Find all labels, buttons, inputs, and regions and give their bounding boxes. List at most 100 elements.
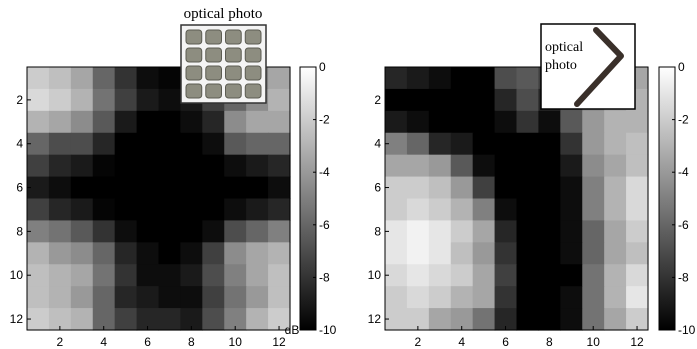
heatmap-cell — [450, 264, 474, 287]
heatmap-cell — [516, 198, 540, 222]
heatmap-cell — [224, 286, 247, 309]
heatmap-cell — [385, 308, 408, 331]
heatmap-cell — [538, 198, 561, 222]
inset-grid-square — [205, 47, 222, 63]
x-tick-label: 10 — [587, 335, 601, 349]
inset-grid-square — [225, 83, 242, 99]
heatmap-cell — [70, 67, 94, 90]
heatmap-cell — [385, 67, 408, 90]
heatmap-cell — [538, 264, 561, 287]
heatmap-cell — [27, 132, 50, 156]
heatmap-cell — [180, 198, 203, 222]
heatmap-panel-left: 2 4 6 8 10 12 2 4 6 8 10 12 0 -2 -4 -6 -8 -10 dB optical ph… — [10, 6, 337, 349]
heatmap-cell — [406, 176, 430, 200]
heatmap-cell — [560, 132, 583, 156]
heatmap-cell — [626, 110, 649, 134]
inset-photo: optical photo — [540, 23, 636, 110]
x-tick-label: 2 — [415, 335, 422, 349]
colorbar-tick-label: 0 — [319, 60, 326, 74]
heatmap-cell — [246, 110, 269, 134]
heatmap-cell — [494, 286, 518, 309]
inset-grid-square — [205, 83, 222, 99]
heatmap-cell — [158, 176, 182, 200]
heatmap-cell — [516, 308, 540, 331]
heatmap-cell — [268, 154, 291, 178]
y-tick-label: 2 — [16, 93, 23, 107]
heatmap-cell — [114, 198, 138, 222]
heatmap-cell — [48, 286, 72, 309]
x-tick-label: 12 — [272, 335, 286, 349]
heatmap-cell — [27, 264, 50, 287]
heatmap-cell — [406, 132, 430, 156]
heatmap-cell — [626, 264, 649, 287]
heatmap-cell — [158, 198, 182, 222]
heatmap-cell — [114, 154, 138, 178]
inset-grid-square — [244, 47, 262, 63]
heatmap-cell — [180, 132, 203, 156]
heatmap-cell — [158, 154, 182, 178]
heatmap-cell — [494, 220, 518, 243]
heatmap-cell — [70, 198, 94, 222]
heatmap-cell — [92, 242, 116, 265]
heatmap-cell — [582, 132, 605, 156]
heatmap-cell — [428, 220, 452, 243]
inset-grid-square — [185, 29, 203, 45]
heatmap-cell — [494, 110, 518, 134]
heatmap-cell — [158, 88, 182, 112]
heatmap-cell — [472, 132, 496, 156]
heatmap-cell — [538, 308, 561, 331]
heatmap-cell — [472, 220, 496, 243]
heatmap-cell — [246, 154, 269, 178]
heatmap-cell — [268, 88, 291, 112]
inset-grid-square — [205, 29, 222, 45]
x-tick-label: 6 — [144, 335, 151, 349]
colorbar-tick-label: 0 — [678, 60, 685, 74]
x-tick-label: 8 — [546, 335, 553, 349]
heatmap-cell — [538, 154, 561, 178]
inset-label: photo — [545, 58, 577, 73]
x-tick-label: 6 — [502, 335, 509, 349]
heatmap-cells — [27, 67, 291, 331]
heatmap-cell — [268, 242, 291, 265]
heatmap-cell — [180, 220, 203, 243]
heatmap-cell — [450, 176, 474, 200]
heatmap-cell — [246, 286, 269, 309]
heatmap-cell — [582, 242, 605, 265]
plot-frame — [26, 66, 291, 331]
heatmap-cell — [450, 220, 474, 243]
heatmap-cell — [70, 220, 94, 243]
heatmap-cell — [450, 132, 474, 156]
heatmap-cell — [538, 242, 561, 265]
heatmap-cell — [538, 176, 561, 200]
heatmap-cell — [516, 154, 540, 178]
heatmap-cell — [472, 88, 496, 112]
heatmap-cell — [27, 67, 50, 90]
heatmap-cell — [268, 176, 291, 200]
heatmap-cell — [582, 264, 605, 287]
heatmap-cell — [582, 308, 605, 331]
y-tick-label: 12 — [10, 312, 24, 326]
heatmap-panel-right: 2 4 6 8 10 12 2 4 6 8 10 12 0 -2 -4 -6 -8 -10 optical photo — [368, 23, 696, 349]
heatmap-cell — [626, 220, 649, 243]
heatmap-cell — [604, 176, 627, 200]
colorbar-tick-label: -2 — [678, 113, 689, 127]
heatmap-cell — [136, 242, 160, 265]
heatmap-cell — [224, 308, 247, 331]
heatmap-cell — [516, 176, 540, 200]
heatmap-cell — [136, 154, 160, 178]
inset-grid-square — [244, 83, 262, 99]
heatmap-cell — [428, 67, 452, 90]
heatmap-cell — [582, 220, 605, 243]
heatmap-cell — [202, 264, 225, 287]
heatmap-cell — [224, 154, 247, 178]
heatmap-cell — [92, 286, 116, 309]
y-tick-label: 4 — [374, 137, 381, 151]
heatmap-cell — [406, 264, 430, 287]
heatmap-cell — [385, 88, 408, 112]
heatmap-cell — [494, 242, 518, 265]
heatmap-cell — [92, 308, 116, 331]
plot-frame — [384, 66, 649, 331]
heatmap-cell — [246, 308, 269, 331]
inset-grid-square — [185, 83, 203, 99]
y-tick-label: 10 — [10, 268, 24, 282]
